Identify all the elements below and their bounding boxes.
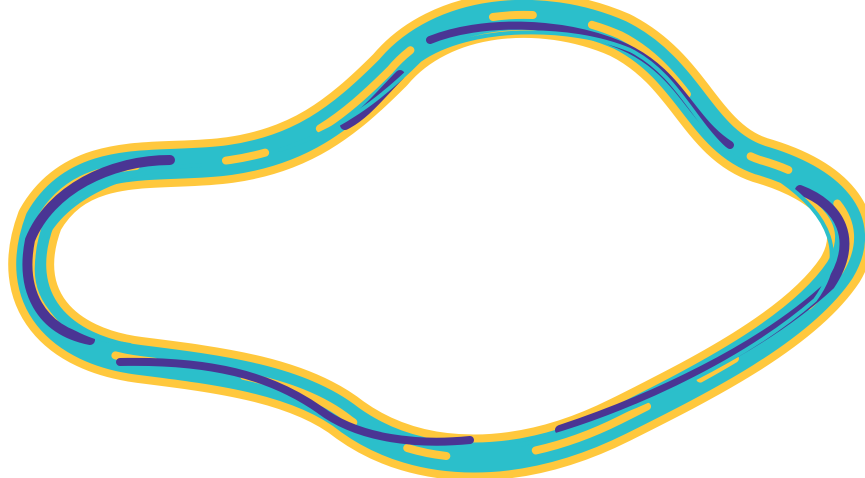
cyan-highlight-strand-right <box>518 178 834 447</box>
cyan-ribbon-band <box>16 0 865 473</box>
inner-yellow-band <box>27 10 855 462</box>
cyan-highlight-strand-top <box>278 30 762 172</box>
outer-yellow-ribbon <box>8 0 865 478</box>
cyan-highlight-strand-left <box>34 163 202 347</box>
purple-strand-left <box>22 155 175 345</box>
purple-strand-bottom <box>116 357 474 446</box>
